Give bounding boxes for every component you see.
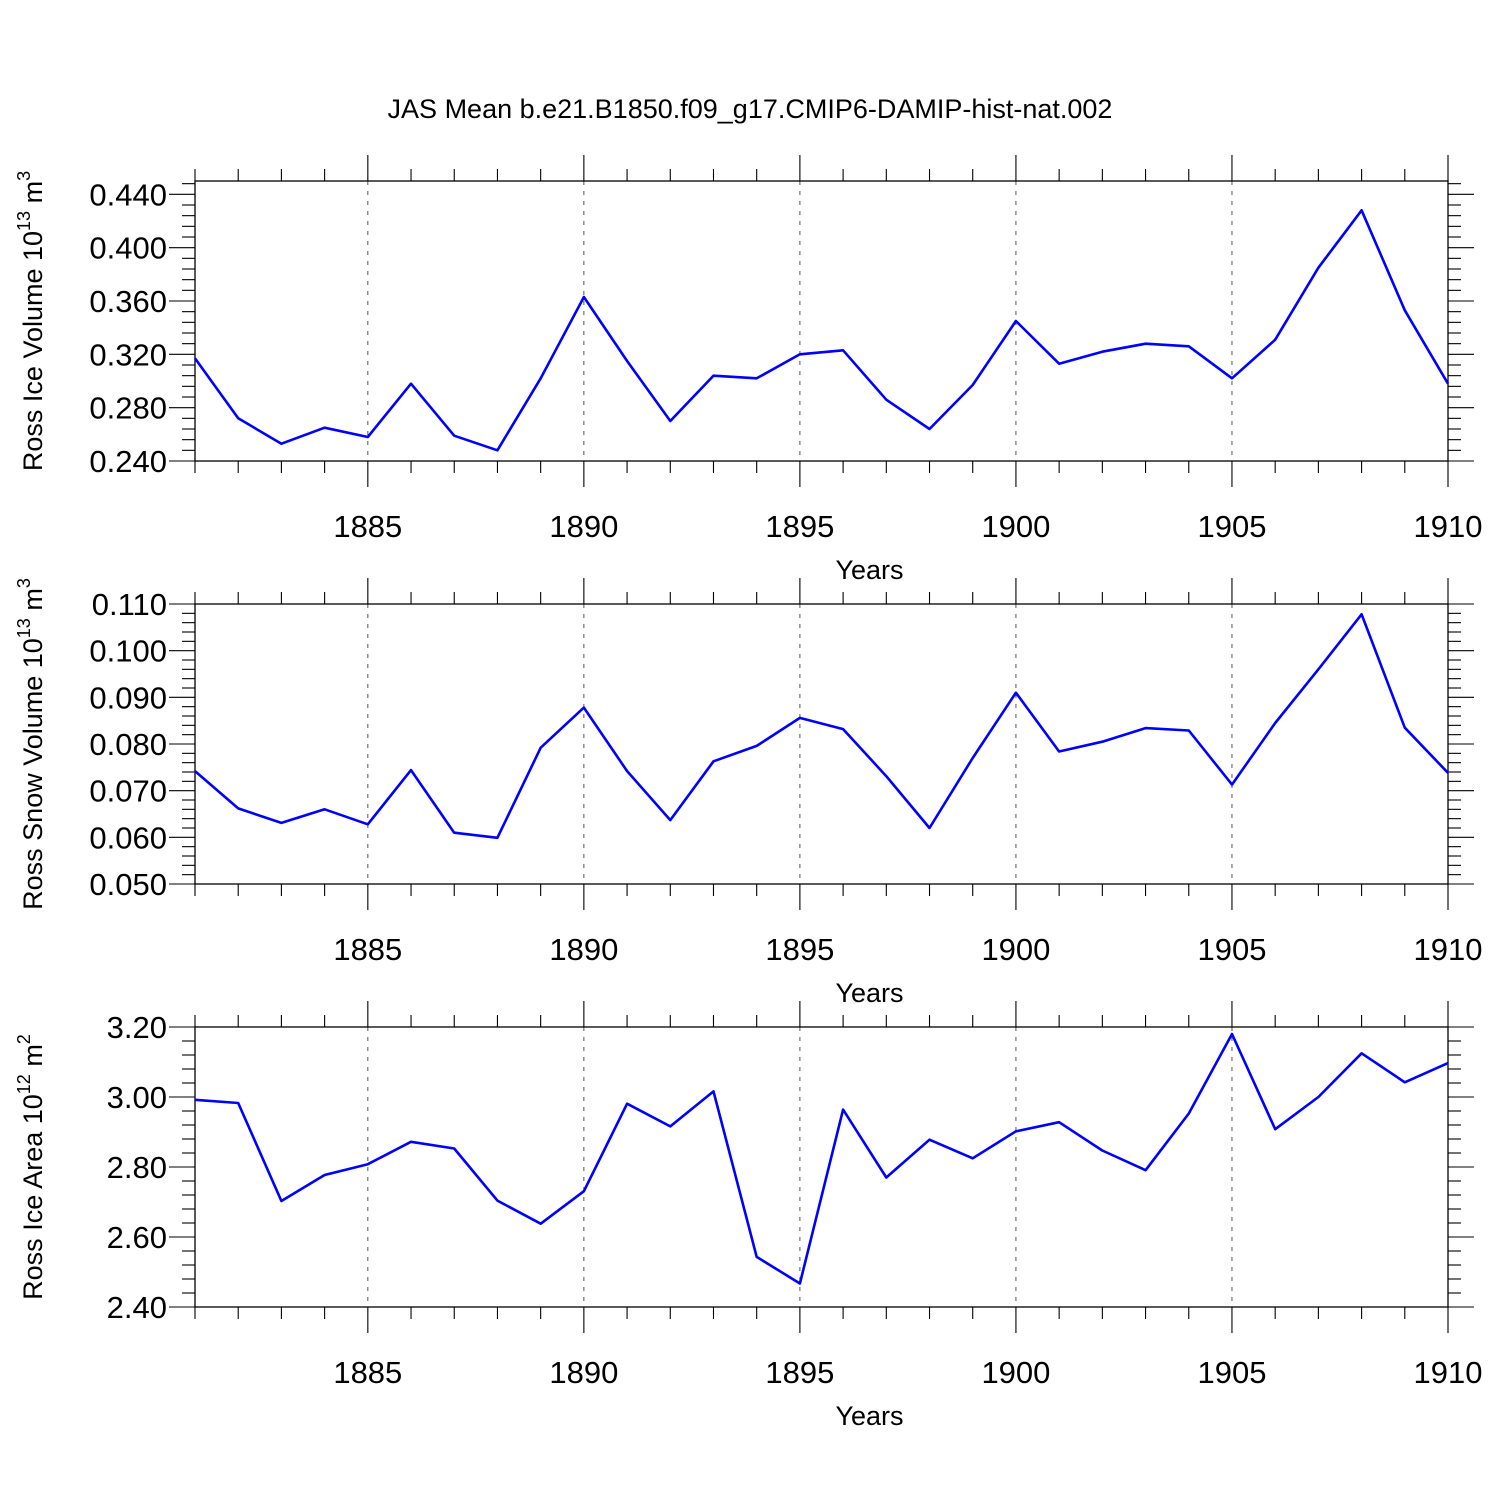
x-tick-label: 1890 (549, 509, 618, 544)
x-tick-label: 1910 (1414, 509, 1483, 544)
x-tick-label: 1905 (1197, 509, 1266, 544)
x-tick-label: 1900 (981, 509, 1050, 544)
y-axis-label-text: Ross Ice Volume 10 (18, 231, 48, 471)
plot-frame (194, 1026, 1449, 1308)
x-axis-label: Years (835, 555, 903, 585)
series-line (193, 209, 1450, 452)
y-axis-label: Ross Ice Volume 1013 m3 (14, 171, 48, 471)
x-tick-label: 1885 (333, 509, 402, 544)
x-tick-label: 1905 (1197, 1355, 1266, 1390)
chart-panel-1: 0.240 0.280 0.320 0.360 0.400 0.440 1885 1890 18… (14, 155, 1482, 585)
y-axis-label: Ross Ice Area 1012 m2 (14, 1034, 48, 1300)
y-tick-label: 3.20 (107, 1010, 167, 1045)
y-tick-label: 0.080 (89, 727, 167, 762)
y-axis-label-unit-exponent: 3 (14, 171, 34, 181)
y-axis-label-unit-exponent: 2 (14, 1034, 34, 1044)
y-axis-label-text: Ross Ice Area 10 (18, 1094, 48, 1300)
y-axis-label-unit: m (18, 588, 48, 618)
y-axis-label-exponent: 12 (14, 1074, 34, 1094)
chart-panel-3: 2.40 2.60 2.80 3.00 3.20 1885 1890 1895 1900 1905… (14, 1001, 1482, 1431)
y-axis-label-unit: m (18, 181, 48, 211)
y-axis-label-exponent: 13 (14, 618, 34, 638)
x-axis-label: Years (835, 1401, 903, 1431)
x-tick-label: 1910 (1414, 1355, 1483, 1390)
x-tick-label: 1900 (981, 932, 1050, 967)
y-tick-label: 2.80 (107, 1150, 167, 1185)
y-tick-label: 0.280 (89, 391, 167, 426)
series-line (194, 612, 1449, 840)
x-tick-label: 1885 (333, 932, 402, 967)
y-tick-label: 0.050 (89, 867, 167, 902)
x-tick-label: 1895 (765, 1355, 834, 1390)
x-tick-label: 1885 (333, 1355, 402, 1390)
chart-title: JAS Mean b.e21.B1850.f09_g17.CMIP6-DAMIP… (388, 94, 1113, 124)
y-tick-label: 0.100 (89, 634, 167, 669)
x-tick-label: 1890 (549, 932, 618, 967)
series-line (194, 1032, 1449, 1285)
y-tick-label: 0.240 (89, 444, 167, 479)
y-tick-label: 0.360 (89, 284, 167, 319)
y-tick-label: 3.00 (107, 1080, 167, 1115)
y-tick-label: 0.090 (89, 680, 167, 715)
x-tick-label: 1905 (1197, 932, 1266, 967)
y-axis-label-unit: m (18, 1044, 48, 1074)
y-axis-label-text: Ross Snow Volume 10 (18, 638, 48, 910)
y-tick-label: 2.60 (107, 1220, 167, 1255)
x-tick-label: 1895 (765, 509, 834, 544)
y-tick-label: 0.320 (89, 337, 167, 372)
y-tick-label: 2.40 (107, 1290, 167, 1325)
x-tick-label: 1890 (549, 1355, 618, 1390)
y-tick-label: 0.060 (89, 820, 167, 855)
y-axis-label-exponent: 13 (14, 211, 34, 231)
x-tick-label: 1900 (981, 1355, 1050, 1390)
chart-panel-2: 0.050 0.060 0.070 0.080 0.090 0.100 0.110 1885 1… (14, 578, 1482, 1008)
y-tick-label: 0.110 (92, 587, 167, 622)
y-axis-label-unit-exponent: 3 (14, 578, 34, 588)
x-tick-label: 1910 (1414, 932, 1483, 967)
y-tick-label: 0.400 (89, 231, 167, 266)
x-tick-label: 1895 (765, 932, 834, 967)
x-axis-label: Years (835, 978, 903, 1008)
plot-frame (194, 180, 1449, 462)
y-tick-label: 0.440 (89, 177, 167, 212)
y-tick-label: 0.070 (89, 774, 167, 809)
y-axis-label: Ross Snow Volume 1013 m3 (14, 578, 48, 910)
